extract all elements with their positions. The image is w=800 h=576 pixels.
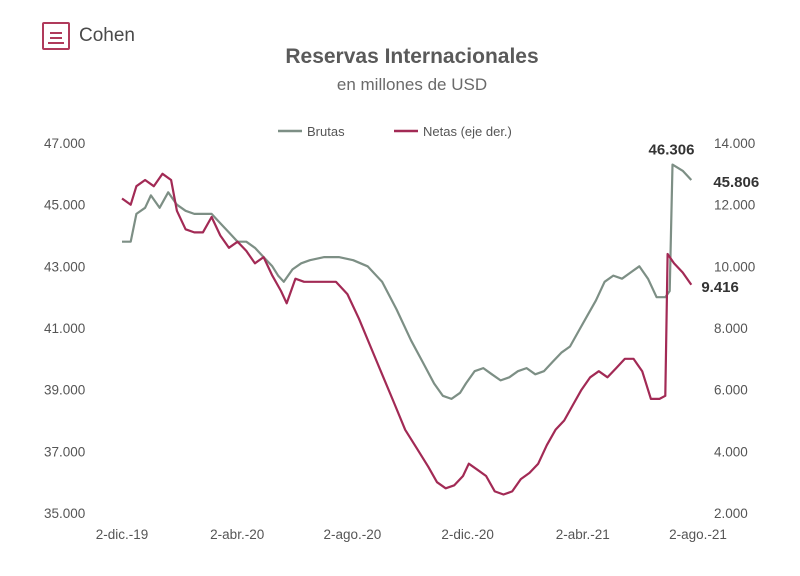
end-value-label: 46.306 [649, 142, 695, 159]
chart-title: Reservas Internacionales [285, 45, 539, 68]
series-lines [121, 163, 693, 496]
brand-name: Cohen [79, 25, 135, 46]
x-tick-label: 2-abr.-21 [556, 527, 610, 542]
series-line-netas [121, 172, 693, 496]
right-tick-label: 6.000 [714, 383, 748, 398]
left-axis-ticks: 47.000 45.000 43.000 41.000 39.000 37.000 35.0… [44, 136, 85, 521]
left-tick-label: 45.000 [44, 198, 85, 213]
right-tick-label: 14.000 [714, 136, 755, 151]
left-tick-label: 35.000 [44, 506, 85, 521]
left-tick-label: 47.000 [44, 136, 85, 151]
right-tick-label: 12.000 [714, 198, 755, 213]
legend-label-netas: Netas (eje der.) [423, 124, 512, 139]
legend: Brutas Netas (eje der.) [278, 124, 512, 139]
x-tick-label: 2-dic.-19 [96, 527, 149, 542]
right-tick-label: 2.000 [714, 506, 748, 521]
right-tick-label: 10.000 [714, 259, 755, 274]
x-axis-ticks: 2-dic.-19 2-abr.-20 2-ago.-20 2-dic.-20 2-ab… [96, 527, 727, 542]
end-value-label: 45.806 [713, 174, 759, 191]
left-tick-label: 39.000 [44, 383, 85, 398]
end-value-labels: 46.306 45.806 9.416 [649, 142, 760, 296]
chart-subtitle: en millones de USD [336, 75, 488, 94]
end-value-label: 9.416 [701, 279, 739, 296]
x-tick-label: 2-dic.-20 [441, 527, 494, 542]
left-tick-label: 37.000 [44, 444, 85, 459]
left-tick-label: 41.000 [44, 321, 85, 336]
right-tick-label: 8.000 [714, 321, 748, 336]
logo-mark-icon [42, 22, 70, 50]
brand-logo: Cohen [42, 22, 135, 50]
x-tick-label: 2-ago.-21 [669, 527, 727, 542]
series-line-brutas [122, 163, 693, 400]
right-tick-label: 4.000 [714, 444, 748, 459]
left-tick-label: 43.000 [44, 259, 85, 274]
right-axis-ticks: 14.000 12.000 10.000 8.000 6.000 4.000 2.000 [714, 136, 755, 521]
x-tick-label: 2-abr.-20 [210, 527, 264, 542]
legend-label-brutas: Brutas [307, 124, 345, 139]
x-tick-label: 2-ago.-20 [324, 527, 382, 542]
